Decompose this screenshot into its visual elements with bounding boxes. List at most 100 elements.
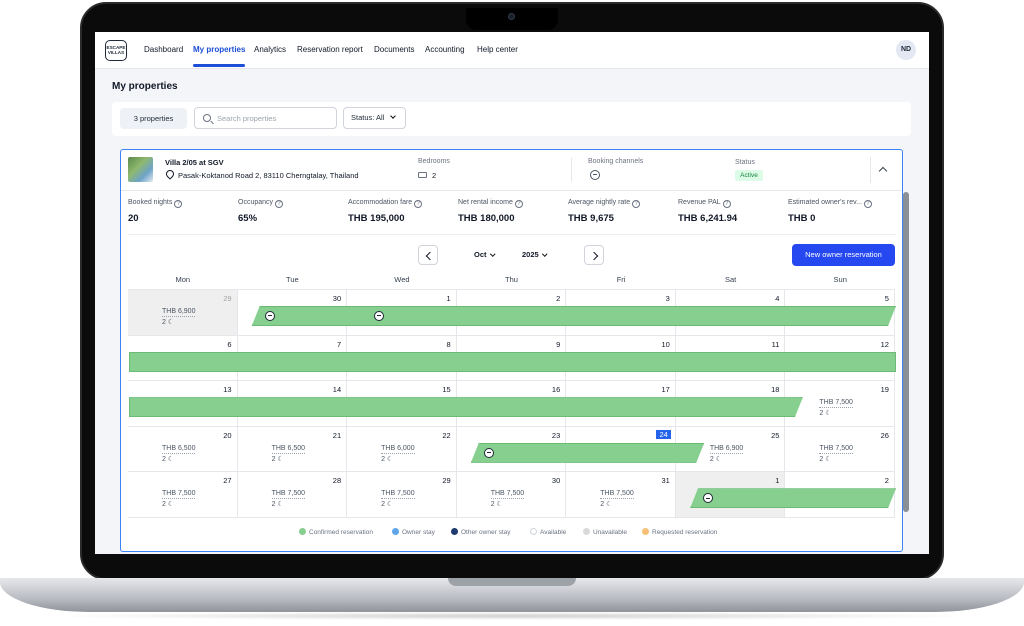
new-owner-reservation-button[interactable]: New owner reservation: [792, 244, 895, 266]
property-address: Pasak-Koktanod Road 2, 83110 Cherngtalay…: [178, 171, 359, 180]
confirmed-reservation-bar[interactable]: [129, 351, 896, 372]
divider: [571, 158, 572, 182]
moon-icon: ☾: [385, 455, 394, 463]
nightly-price[interactable]: THB 7,500: [162, 490, 196, 500]
moon-icon: ☾: [165, 455, 175, 463]
status-filter-select[interactable]: Status: All: [343, 107, 406, 129]
logo[interactable]: ESCAPE VILLAS: [105, 40, 127, 61]
nightly-price[interactable]: THB 7,500: [819, 399, 853, 409]
calendar-day-cell[interactable]: 20 THB 6,500 2 ☾: [128, 426, 238, 473]
booking-channel-icon: [703, 493, 713, 503]
year-select[interactable]: 2025: [522, 250, 547, 259]
legend-item: Other owner stay: [451, 528, 511, 536]
legend-label: Unavailable: [593, 529, 627, 536]
day-number: 5: [884, 294, 889, 303]
day-number: 22: [442, 430, 451, 440]
confirmed-reservation-bar[interactable]: [361, 306, 896, 326]
calendar-day-cell[interactable]: 26 THB 7,500 2 ☾: [785, 426, 895, 473]
metric-booked-nights: Booked nights? 20: [128, 199, 183, 224]
calendar-day-cell[interactable]: 19 THB 7,500 2 ☾: [785, 381, 895, 427]
calendar-day-cell[interactable]: 27 THB 7,500 2 ☾: [128, 472, 238, 518]
confirmed-reservation-bar[interactable]: [129, 397, 803, 417]
nav-dashboard[interactable]: Dashboard: [144, 45, 184, 54]
status-label: Status: [735, 159, 755, 166]
nightly-price[interactable]: THB 7,500: [381, 490, 415, 500]
search-placeholder: Search properties: [217, 114, 277, 123]
min-nights-value: 2: [381, 501, 386, 509]
nightly-price[interactable]: THB 7,500: [490, 490, 525, 500]
day-number: 20: [223, 430, 232, 440]
nav-documents[interactable]: Documents: [374, 45, 415, 54]
confirmed-reservation-bar[interactable]: [252, 306, 370, 326]
min-nights: 2 ☾: [819, 455, 831, 463]
help-icon[interactable]: ?: [174, 200, 183, 208]
day-number: 16: [551, 385, 561, 395]
metric-label: Occupancy: [238, 199, 274, 206]
nightly-price[interactable]: THB 6,900: [709, 444, 744, 454]
nightly-price[interactable]: THB 7,500: [271, 490, 306, 500]
help-icon[interactable]: ?: [275, 200, 284, 208]
help-icon[interactable]: ?: [514, 200, 523, 208]
calendar-day-cell[interactable]: 29 THB 6,900 2 ☾: [128, 290, 238, 336]
nightly-price[interactable]: THB 6,500: [162, 444, 196, 454]
min-nights: 2 ☾: [710, 455, 722, 463]
calendar-day-cell[interactable]: 30 THB 7,500 2 ☾: [456, 472, 567, 518]
legend-color-dot: [530, 528, 537, 535]
location-pin-icon: [164, 168, 176, 180]
day-number: 4: [775, 294, 780, 303]
nightly-price[interactable]: THB 7,500: [600, 490, 634, 500]
prev-month-button[interactable]: [418, 245, 438, 265]
avatar[interactable]: ND: [896, 40, 916, 60]
moon-icon: ☾: [823, 455, 832, 463]
nav-accounting[interactable]: Accounting: [425, 45, 465, 54]
property-name[interactable]: Villa 2/05 at SGV: [165, 158, 224, 167]
day-number: 27: [223, 476, 232, 486]
metric-revenue-pal: Revenue PAL? THB 6,241.94: [678, 199, 737, 224]
day-number: 13: [223, 385, 232, 395]
min-nights-value: 2: [600, 501, 605, 509]
nav-analytics[interactable]: Analytics: [254, 45, 287, 54]
calendar-day-cell[interactable]: 29 THB 7,500 2 ☾: [347, 472, 457, 518]
metric-label: Net rental income: [458, 199, 513, 206]
metric-average-nightly-rate: Average nightly rate? THB 9,675: [568, 199, 641, 224]
nav-reservation-report[interactable]: Reservation report: [297, 45, 363, 54]
confirmed-reservation-bar[interactable]: [471, 443, 704, 463]
help-icon[interactable]: ?: [632, 200, 641, 208]
nightly-price[interactable]: THB 6,900: [162, 308, 196, 317]
app-screen: ESCAPE VILLAS Dashboard My properties An…: [95, 32, 929, 554]
metric-label: Booked nights: [128, 199, 173, 206]
nightly-price[interactable]: THB 6,500: [271, 444, 306, 454]
metric-label: Accommodation fare: [348, 199, 413, 206]
calendar-day-cell[interactable]: 31 THB 7,500 2 ☾: [566, 472, 676, 518]
scrollbar-thumb[interactable]: [903, 192, 909, 512]
search-input[interactable]: Search properties: [194, 107, 337, 129]
calendar-day-cell[interactable]: 21 THB 6,500 2 ☾: [237, 426, 348, 473]
nightly-price[interactable]: THB 6,000: [381, 444, 415, 454]
help-icon[interactable]: ?: [414, 200, 423, 208]
day-number: 29: [442, 476, 451, 486]
next-month-button[interactable]: [584, 245, 604, 265]
confirmed-reservation-bar[interactable]: [690, 488, 896, 508]
month-select[interactable]: Oct: [474, 250, 495, 259]
nav-my-properties[interactable]: My properties: [193, 45, 246, 54]
min-nights: 2 ☾: [162, 500, 174, 508]
legend-color-dot: [642, 528, 649, 535]
calendar-day-cell[interactable]: 22 THB 6,000 2 ☾: [347, 426, 457, 473]
channel-icon: [590, 170, 600, 180]
day-number: 30: [551, 476, 561, 486]
property-thumbnail: [128, 157, 153, 182]
day-number: 17: [661, 385, 670, 395]
nightly-price[interactable]: THB 7,500: [819, 444, 853, 454]
day-number: 9: [556, 339, 561, 349]
calendar-grid: 29 THB 6,900 2 ☾ 30 1 2 3 4 5 6 7 8 9 10 11 12 13 14 15 16 1…: [128, 289, 896, 518]
legend-label: Confirmed reservation: [309, 529, 373, 536]
weekday-header: Wed: [394, 275, 410, 284]
weekday-header: Sun: [833, 275, 847, 284]
calendar-day-cell[interactable]: 28 THB 7,500 2 ☾: [237, 472, 348, 518]
weekday-header: Thu: [505, 275, 518, 284]
day-number: 29: [223, 294, 232, 303]
help-icon[interactable]: ?: [722, 200, 731, 208]
nav-help-center[interactable]: Help center: [477, 45, 518, 54]
collapse-button[interactable]: [870, 157, 896, 183]
help-icon[interactable]: ?: [863, 200, 872, 208]
